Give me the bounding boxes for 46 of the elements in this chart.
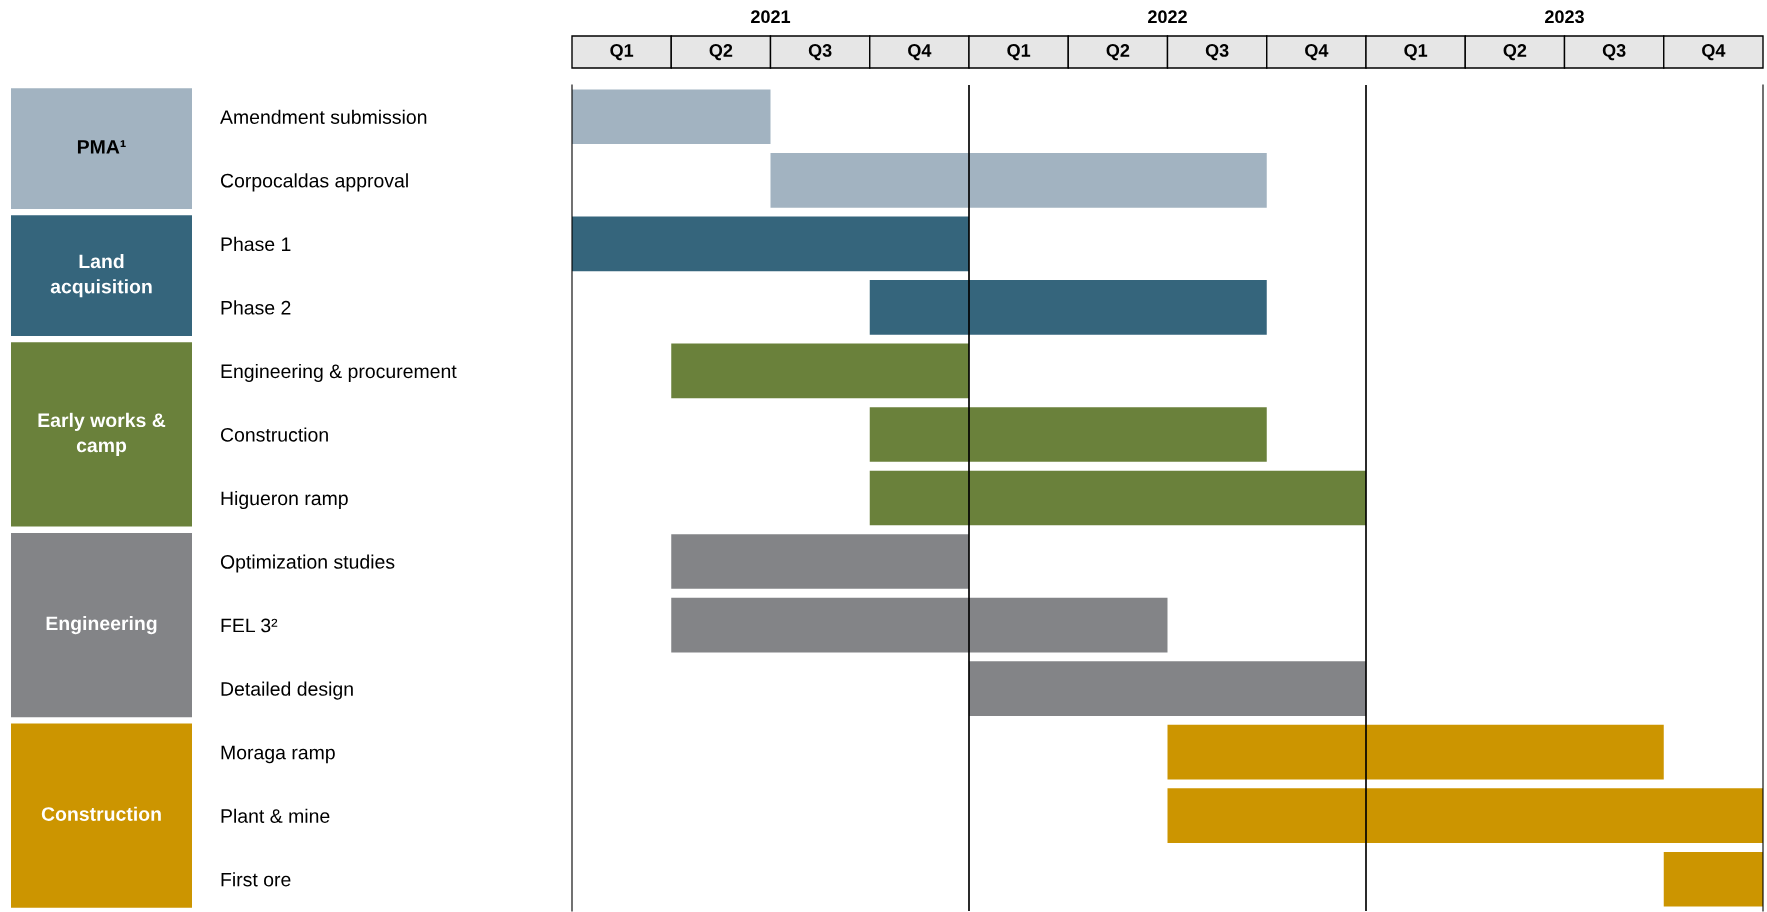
y-tick-label: Engineering & procurement (221, 363, 457, 382)
text: Early works & camp (38, 412, 166, 457)
bar (671, 343, 969, 399)
text: Q2 (1106, 44, 1130, 61)
text: Q1 (1007, 44, 1031, 61)
y-tick-label: Plant & mine (221, 808, 330, 823)
text: Q1 (610, 44, 634, 61)
y-tick-label: Phase 2 (221, 300, 291, 315)
y-tick-label: First ore (221, 872, 291, 887)
x-tick-label: 2021 (751, 10, 791, 24)
text: Q2 (709, 44, 733, 61)
y-tick-label: Construction (220, 427, 328, 442)
bar (1167, 788, 1763, 844)
bar (869, 407, 1267, 462)
text: PMA¹ (77, 140, 126, 154)
bar (1663, 851, 1763, 907)
bar (572, 216, 969, 272)
text: Q4 (1305, 44, 1329, 61)
y-tick-label: Amendment submission (220, 109, 427, 125)
text: Construction (41, 806, 161, 821)
text: Q3 (808, 44, 832, 61)
text: Engineering (46, 615, 157, 635)
bar (869, 280, 1267, 335)
bar (671, 597, 1168, 653)
text: Q1 (1404, 44, 1428, 61)
text: Q4 (908, 44, 932, 61)
text: Land acquisition (50, 253, 152, 298)
x-tick-label: 2023 (1545, 10, 1584, 24)
y-tick-label: Optimization studies (220, 554, 395, 573)
y-tick-label: Moraga ramp (221, 745, 335, 764)
y-tick-label: Higueron ramp (221, 490, 348, 510)
text: Q3 (1602, 44, 1626, 61)
y-tick-label: Phase 1 (221, 236, 291, 252)
bar (969, 661, 1366, 716)
y-tick-label: Detailed design (221, 681, 353, 700)
y-tick-label: Corpocaldas approval (220, 173, 408, 192)
x-tick-label: 2022 (1148, 10, 1187, 24)
y-tick-label: FEL 3² (221, 618, 278, 633)
text: Q4 (1702, 44, 1726, 61)
bar (1167, 724, 1664, 780)
text: Q2 (1503, 44, 1527, 61)
bar (869, 470, 1366, 526)
bar (671, 534, 969, 589)
bar (770, 152, 1267, 208)
bar (572, 89, 771, 145)
text: Q3 (1205, 44, 1229, 61)
